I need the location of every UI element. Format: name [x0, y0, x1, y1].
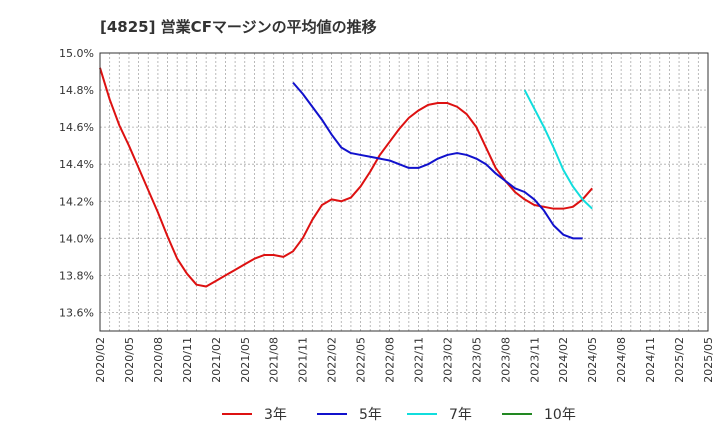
- x-tick-label: 2021/11: [297, 337, 310, 383]
- x-tick-label: 2023/02: [441, 337, 454, 383]
- y-tick-label: 15.0%: [59, 47, 94, 60]
- x-tick-label: 2023/11: [528, 337, 541, 383]
- x-tick-label: 2023/08: [499, 337, 512, 383]
- y-tick-label: 14.6%: [59, 121, 94, 134]
- plot-frame: [99, 52, 709, 332]
- x-tick-label: 2024/02: [557, 337, 570, 383]
- x-tick-label: 2021/05: [239, 337, 252, 383]
- y-tick-label: 13.8%: [59, 269, 94, 282]
- x-tick-label: 2021/08: [268, 337, 281, 383]
- x-tick-label: 2020/02: [94, 337, 107, 383]
- legend-label: 5年: [359, 407, 382, 423]
- x-tick-label: 2021/02: [210, 337, 223, 383]
- y-tick-label: 14.4%: [59, 158, 94, 171]
- legend-label: 7年: [449, 407, 472, 423]
- y-tick-label: 13.6%: [59, 306, 94, 319]
- legend: 3年 5年 7年 10年: [222, 407, 576, 423]
- series-line-1: [99, 67, 593, 288]
- grid: [100, 52, 708, 331]
- legend-label: 3年: [264, 407, 287, 423]
- x-tick-label: 2022/05: [355, 337, 368, 383]
- x-tick-label: 2024/08: [615, 337, 628, 383]
- y-tick-label: 14.2%: [59, 195, 94, 208]
- x-axis-ticks: 2020/02 2020/05 2020/08 2020/11 2021/02 2021/…: [94, 337, 715, 383]
- y-tick-label: 14.0%: [59, 232, 94, 245]
- x-tick-label: 2023/05: [470, 337, 483, 383]
- x-tick-label: 2020/11: [181, 337, 194, 383]
- x-tick-label: 2020/08: [152, 337, 165, 383]
- series-line-3: [523, 89, 593, 210]
- x-tick-label: 2022/08: [384, 337, 397, 383]
- x-tick-label: 2024/05: [586, 337, 599, 383]
- y-tick-label: 14.8%: [59, 84, 94, 97]
- x-tick-label: 2020/05: [123, 337, 136, 383]
- chart-title: [4825] 営業CFマージンの平均値の推移: [100, 18, 377, 36]
- x-tick-label: 2025/05: [702, 337, 715, 383]
- x-tick-label: 2022/11: [412, 337, 425, 383]
- x-tick-label: 2022/02: [326, 337, 339, 383]
- y-axis-ticks: 13.6% 13.8% 14.0% 14.2% 14.4% 14.6% 14.8% 15.0%: [59, 47, 94, 319]
- legend-label: 10年: [544, 407, 576, 423]
- x-tick-label: 2025/02: [673, 337, 686, 383]
- x-tick-label: 2024/11: [644, 337, 657, 383]
- series-lines: [99, 67, 593, 288]
- series-line-2: [292, 81, 583, 240]
